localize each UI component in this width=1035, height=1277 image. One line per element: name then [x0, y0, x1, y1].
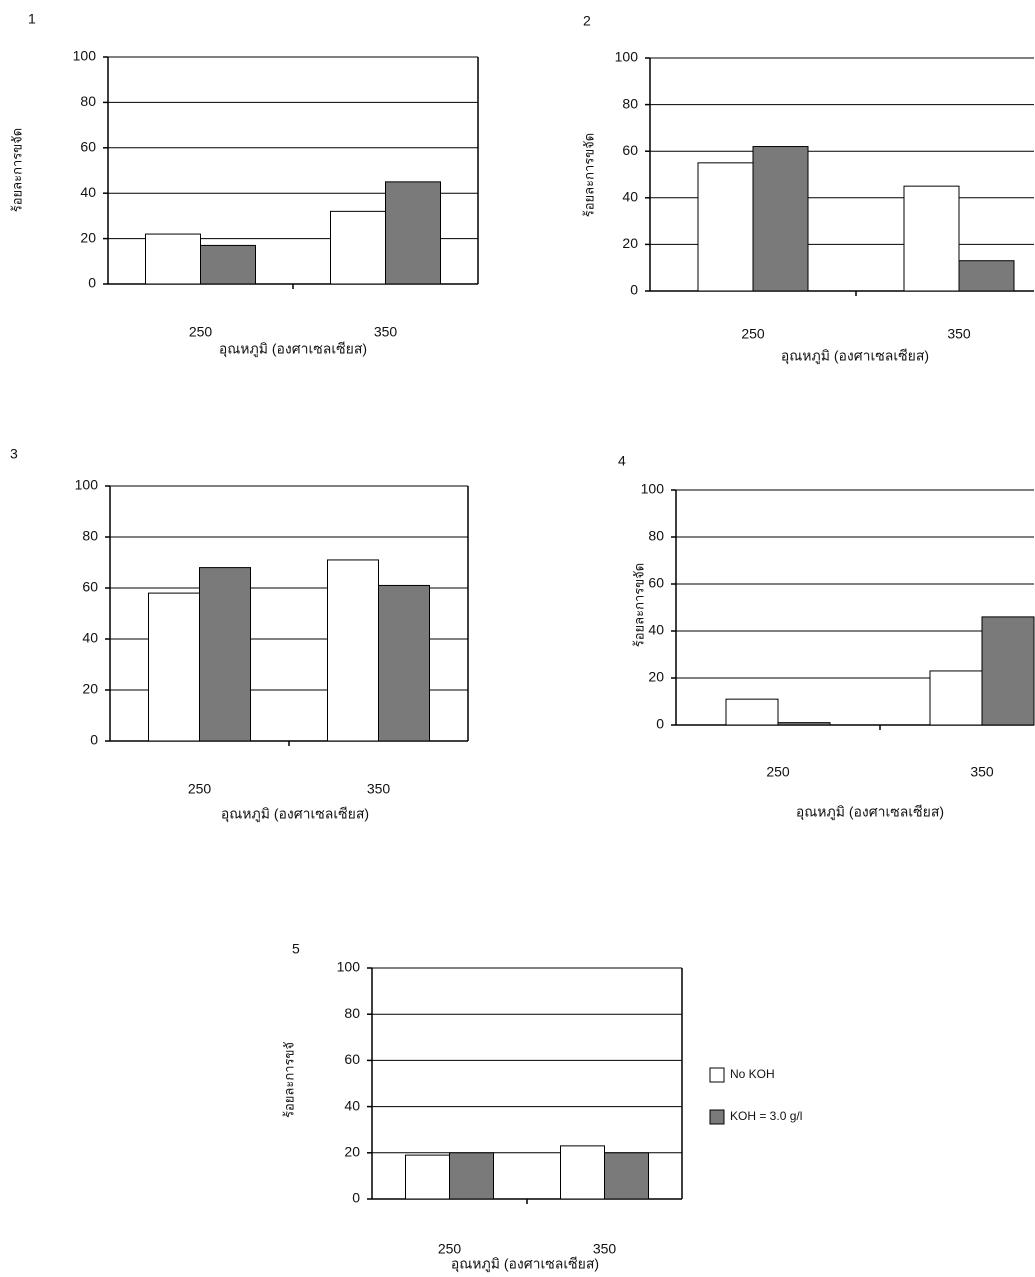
bar: [605, 1153, 649, 1199]
y-tick-label: 40: [80, 184, 96, 200]
bar: [331, 211, 386, 284]
y-tick-label: 0: [656, 716, 664, 732]
x-tick-label: 350: [367, 781, 391, 797]
legend-label: KOH = 3.0 g/l: [730, 1109, 802, 1123]
y-tick-label: 20: [648, 669, 664, 685]
bar: [146, 234, 201, 284]
bar: [200, 568, 251, 741]
bar: [904, 186, 959, 291]
x-tick-label: 350: [593, 1241, 617, 1257]
y-tick-label: 40: [344, 1097, 360, 1113]
y-tick-label: 80: [648, 528, 664, 544]
y-tick-label: 40: [648, 622, 664, 638]
y-tick-label: 60: [80, 139, 96, 155]
x-axis-label: อุณหภูมิ (องศาเซลเซียส): [781, 348, 929, 365]
y-tick-label: 60: [344, 1051, 360, 1067]
chart-number: 1: [28, 11, 36, 27]
y-tick-label: 100: [337, 959, 361, 975]
bar: [726, 699, 778, 725]
bar: [379, 585, 430, 741]
y-tick-label: 0: [630, 282, 638, 298]
y-tick-label: 100: [641, 481, 665, 497]
y-tick-label: 0: [90, 732, 98, 748]
y-tick-label: 20: [344, 1144, 360, 1160]
y-tick-label: 20: [80, 229, 96, 245]
y-tick-label: 80: [80, 93, 96, 109]
x-tick-label: 250: [766, 764, 790, 780]
x-tick-label: 350: [374, 324, 398, 340]
y-tick-label: 40: [622, 189, 638, 205]
bar: [930, 671, 982, 725]
bar: [982, 617, 1034, 725]
page: 1020406080100250350อุณหภูมิ (องศาเซลเซีย…: [0, 0, 1035, 1277]
y-tick-label: 100: [615, 49, 639, 65]
y-tick-label: 0: [88, 275, 96, 291]
bar: [753, 147, 808, 291]
legend-label: No KOH: [730, 1067, 775, 1081]
x-tick-label: 250: [438, 1241, 462, 1257]
bar: [561, 1146, 605, 1199]
bar: [386, 182, 441, 284]
bar: [201, 245, 256, 284]
y-tick-label: 20: [622, 235, 638, 251]
chart-number: 2: [583, 13, 591, 29]
chart-number: 3: [10, 446, 18, 462]
legend-swatch: [710, 1068, 724, 1082]
y-tick-label: 80: [82, 528, 98, 544]
bar: [149, 593, 200, 741]
y-axis-label: ร้อยละการขจัด: [631, 563, 646, 647]
bar: [406, 1155, 450, 1199]
x-tick-label: 250: [188, 781, 212, 797]
x-axis-label: อุณหภูมิ (องศาเซลเซียส): [796, 804, 944, 821]
y-tick-label: 80: [344, 1005, 360, 1021]
x-axis-label: อุณหภูมิ (องศาเซลเซียส): [221, 806, 369, 823]
chart-number: 4: [618, 453, 626, 469]
y-tick-label: 100: [75, 477, 99, 493]
y-tick-label: 100: [73, 48, 97, 64]
bar: [450, 1153, 494, 1199]
x-tick-label: 250: [189, 324, 213, 340]
bar: [328, 560, 379, 741]
y-tick-label: 60: [622, 142, 638, 158]
y-tick-label: 60: [648, 575, 664, 591]
x-tick-label: 250: [741, 326, 765, 342]
x-axis-label: อุณหภูมิ (องศาเซลเซียส): [219, 341, 367, 358]
y-axis-label: ร้อยละการขจัด: [9, 128, 24, 212]
x-axis-label: อุณหภูมิ (องศาเซลเซียส): [451, 1256, 599, 1273]
y-tick-label: 0: [352, 1190, 360, 1206]
x-tick-label: 350: [970, 764, 994, 780]
y-tick-label: 20: [82, 681, 98, 697]
y-tick-label: 60: [82, 579, 98, 595]
legend-swatch: [710, 1110, 724, 1124]
bar: [778, 723, 830, 725]
x-tick-label: 350: [947, 326, 971, 342]
y-tick-label: 40: [82, 630, 98, 646]
y-axis-label: ร้อยละการขจั: [281, 1042, 296, 1118]
y-axis-label: ร้อยละการขจัด: [581, 133, 596, 217]
bar: [698, 163, 753, 291]
y-tick-label: 80: [622, 95, 638, 111]
chart-number: 5: [292, 941, 300, 957]
bar: [959, 261, 1014, 291]
